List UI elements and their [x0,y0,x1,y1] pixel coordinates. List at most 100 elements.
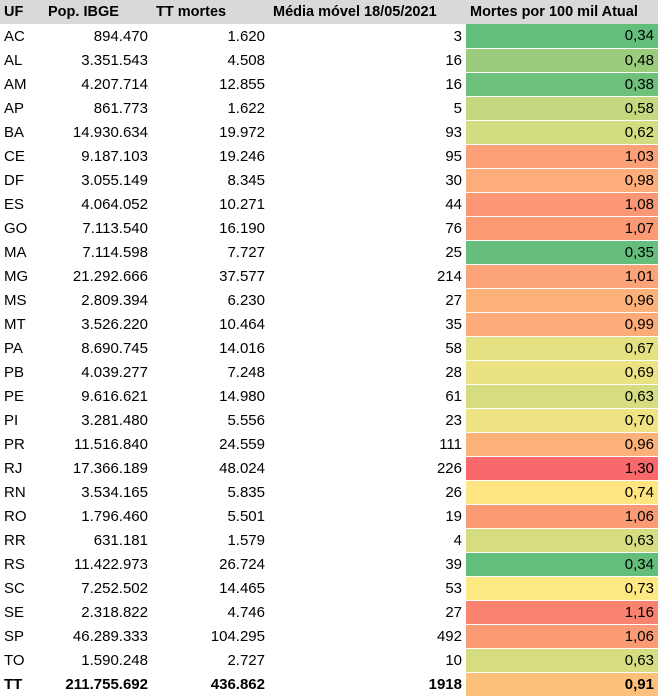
cell-pop[interactable]: 1.796.460 [81,507,148,525]
cell-mortes[interactable]: 26.724 [219,555,265,573]
cell-uf[interactable]: AC [4,27,25,45]
header-media[interactable]: Média móvel 18/05/2021 [269,0,466,24]
cell-media[interactable]: 214 [436,267,462,285]
cell-mortes[interactable]: 8.345 [227,171,265,189]
cell-mortes[interactable]: 48.024 [219,459,265,477]
cell-rate[interactable]: 0,34 [466,24,658,49]
cell-uf[interactable]: RN [4,483,26,501]
cell-media[interactable]: 27 [445,603,462,621]
cell-uf[interactable]: RO [4,507,27,525]
cell-rate[interactable]: 1,08 [466,192,658,217]
cell-mortes[interactable]: 6.230 [227,291,265,309]
cell-rate[interactable]: 0,98 [466,168,658,193]
cell-rate[interactable]: 1,06 [466,504,658,529]
cell-uf[interactable]: AM [4,75,27,93]
cell-pop[interactable]: 211.755.692 [65,675,148,693]
cell-media[interactable]: 39 [445,555,462,573]
cell-uf[interactable]: SP [4,627,25,645]
cell-media[interactable]: 226 [436,459,462,477]
cell-mortes[interactable]: 4.508 [227,51,265,69]
cell-rate[interactable]: 0,35 [466,240,658,265]
cell-rate[interactable]: 1,01 [466,264,658,289]
cell-pop[interactable]: 7.252.502 [81,579,148,597]
cell-rate[interactable]: 1,07 [466,216,658,241]
cell-uf[interactable]: ES [4,195,25,213]
cell-media[interactable]: 58 [445,339,462,357]
cell-mortes[interactable]: 5.556 [227,411,265,429]
cell-uf[interactable]: PI [4,411,19,429]
cell-mortes[interactable]: 1.579 [227,531,265,549]
cell-mortes[interactable]: 12.855 [219,75,265,93]
cell-media[interactable]: 35 [445,315,462,333]
cell-rate[interactable]: 0,69 [466,360,658,385]
cell-media[interactable]: 76 [445,219,462,237]
cell-uf[interactable]: SC [4,579,25,597]
cell-pop[interactable]: 17.366.189 [72,459,148,477]
cell-mortes[interactable]: 7.727 [227,243,265,261]
cell-mortes[interactable]: 10.271 [219,195,265,213]
header-pop[interactable]: Pop. IBGE [44,0,152,24]
cell-rate[interactable]: 0,48 [466,48,658,73]
cell-pop[interactable]: 7.114.598 [82,243,148,261]
cell-rate[interactable]: 0,63 [466,384,658,409]
cell-media[interactable]: 111 [439,435,462,453]
cell-uf[interactable]: CE [4,147,25,165]
cell-mortes[interactable]: 7.248 [227,363,265,381]
cell-mortes[interactable]: 14.980 [219,387,265,405]
cell-media[interactable]: 93 [445,123,462,141]
cell-mortes[interactable]: 37.577 [219,267,265,285]
cell-uf[interactable]: MA [4,243,27,261]
cell-uf[interactable]: SE [4,603,25,621]
cell-uf[interactable]: AP [4,99,25,117]
cell-rate[interactable]: 0,96 [466,432,658,457]
cell-uf[interactable]: PA [4,339,23,357]
cell-mortes[interactable]: 1.622 [227,99,265,117]
cell-media[interactable]: 492 [436,627,462,645]
cell-mortes[interactable]: 10.464 [219,315,265,333]
cell-rate[interactable]: 0,63 [466,528,658,553]
cell-pop[interactable]: 3.281.480 [81,411,148,429]
cell-mortes[interactable]: 19.972 [219,123,265,141]
cell-uf[interactable]: MT [4,315,26,333]
cell-uf[interactable]: DF [4,171,24,189]
cell-pop[interactable]: 21.292.666 [72,267,148,285]
cell-media[interactable]: 53 [445,579,462,597]
cell-mortes[interactable]: 19.246 [219,147,265,165]
cell-media[interactable]: 27 [445,291,462,309]
cell-uf[interactable]: PR [4,435,25,453]
cell-pop[interactable]: 11.422.973 [74,555,148,573]
cell-uf[interactable]: AL [4,51,23,69]
cell-media[interactable]: 61 [445,387,462,405]
header-uf[interactable]: UF [0,0,44,24]
cell-pop[interactable]: 4.064.052 [81,195,148,213]
cell-uf[interactable]: RJ [4,459,23,477]
header-mortes[interactable]: TT mortes [152,0,269,24]
cell-pop[interactable]: 9.616.621 [81,387,148,405]
cell-media[interactable]: 5 [453,99,462,117]
cell-mortes[interactable]: 5.501 [227,507,265,525]
cell-rate[interactable]: 0,38 [466,72,658,97]
cell-rate[interactable]: 0,74 [466,480,658,505]
cell-uf[interactable]: PE [4,387,25,405]
cell-pop[interactable]: 9.187.103 [81,147,148,165]
cell-media[interactable]: 95 [445,147,462,165]
cell-mortes[interactable]: 16.190 [219,219,265,237]
cell-pop[interactable]: 1.590.248 [81,651,148,669]
cell-media[interactable]: 10 [445,651,462,669]
cell-pop[interactable]: 46.289.333 [72,627,148,645]
cell-media[interactable]: 28 [445,363,462,381]
cell-mortes[interactable]: 2.727 [227,651,265,669]
cell-rate[interactable]: 0,73 [466,576,658,601]
cell-rate[interactable]: 0,63 [466,648,658,673]
cell-pop[interactable]: 7.113.540 [82,219,148,237]
cell-rate[interactable]: 0,96 [466,288,658,313]
cell-rate[interactable]: 1,03 [466,144,658,169]
cell-uf[interactable]: TO [4,651,25,669]
cell-pop[interactable]: 11.516.840 [74,435,148,453]
cell-media[interactable]: 26 [445,483,462,501]
cell-rate[interactable]: 1,30 [466,456,658,481]
cell-mortes[interactable]: 104.295 [210,627,265,645]
cell-media[interactable]: 23 [445,411,462,429]
cell-mortes[interactable]: 436.862 [210,675,265,693]
cell-pop[interactable]: 3.351.543 [81,51,148,69]
